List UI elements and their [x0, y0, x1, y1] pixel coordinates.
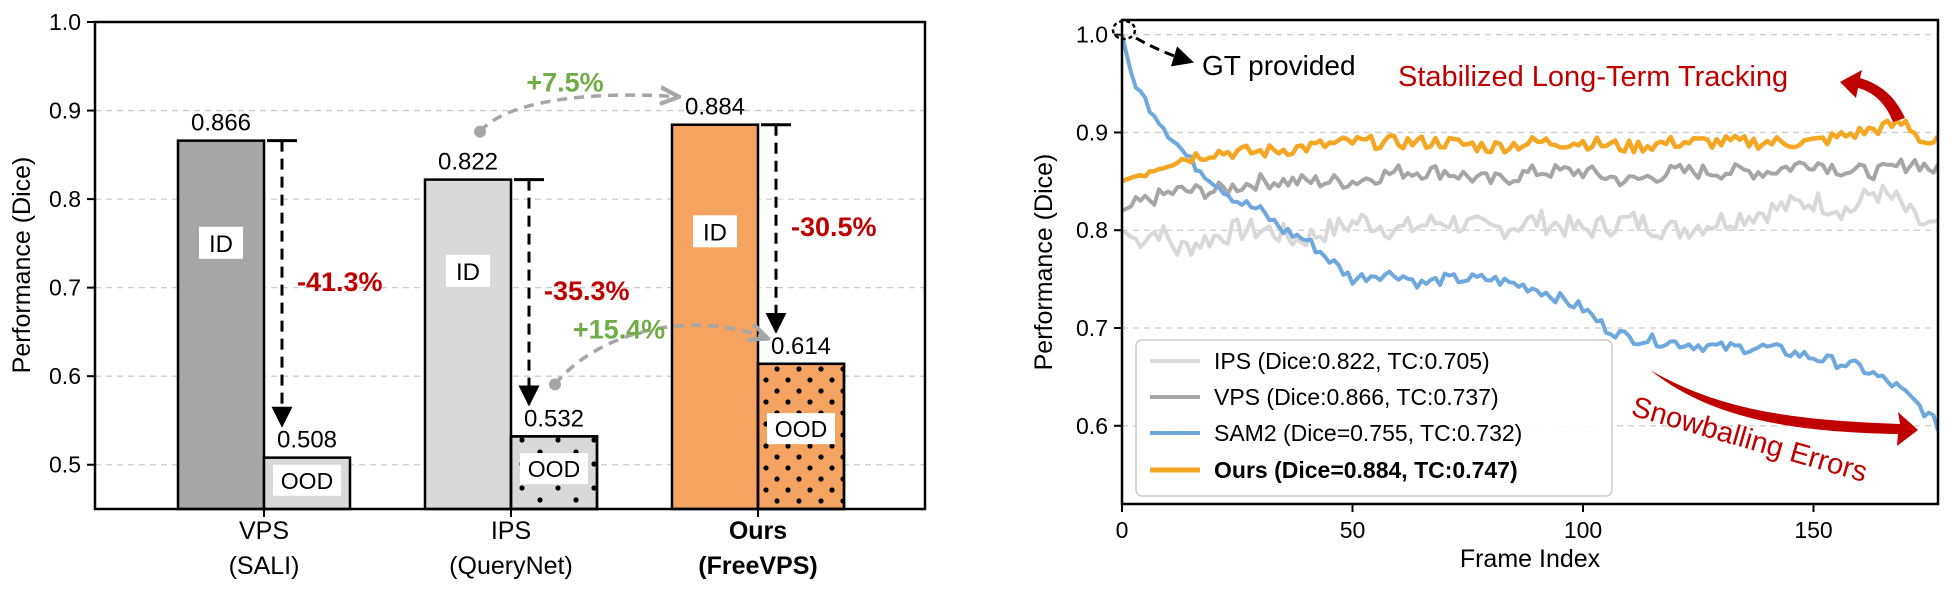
bar-series	[176, 123, 846, 511]
bar-chart: ID OOD 0.866 0.508 -41.3% VPS (SALI) ID OOD 0.822…	[8, 9, 927, 580]
snowball-label: Snowballing Errors	[1628, 391, 1871, 489]
bar-x-label-line1: VPS	[239, 517, 289, 545]
bar-x-label-line1: IPS	[491, 517, 531, 545]
bar-id-text: ID	[456, 259, 480, 286]
drop-percent-label: -30.5%	[791, 212, 877, 242]
bar-id-value-label: 0.884	[685, 94, 745, 121]
bar-y-tick-label: 0.8	[49, 186, 81, 212]
line-y-tick-label: 0.8	[1076, 217, 1108, 243]
bar-ood-text: OOD	[528, 456, 580, 482]
drop-percent-label: -41.3%	[297, 267, 383, 297]
line-plot-frame	[1120, 18, 1940, 506]
legend-item-vps: VPS (Dice:0.866, TC:0.737)	[1214, 384, 1499, 410]
gt-marker	[1111, 19, 1137, 41]
bar-ood-value-label: 0.614	[771, 333, 831, 360]
bar-y-tick-label: 0.9	[49, 98, 81, 124]
legend: IPS (Dice:0.822, TC:0.705) VPS (Dice:0.8…	[1135, 339, 1613, 497]
series-line-vps	[1122, 157, 1938, 213]
bar-id-textbox	[199, 226, 243, 259]
bar-id-value-label: 0.822	[438, 149, 498, 176]
line-y-tick-label: 0.6	[1076, 413, 1108, 439]
line-y-axis-label: Performance (Dice)	[1030, 154, 1058, 371]
line-y-axis: 0.6 0.7 0.8 0.9 1.0	[1076, 22, 1122, 439]
series-line-ours	[1122, 117, 1938, 184]
bar-y-tick-label: 0.7	[49, 275, 81, 301]
bar-id-text: ID	[703, 219, 727, 246]
bar-id-vps	[176, 139, 266, 511]
bar-y-axis-label: Performance (Dice)	[8, 157, 36, 374]
line-x-tick-label: 50	[1340, 517, 1366, 543]
legend-item-ips: IPS (Dice:0.822, TC:0.705)	[1214, 348, 1490, 374]
bar-id-textbox	[693, 215, 737, 248]
bar-y-tick-label: 0.5	[49, 452, 81, 478]
line-x-tick-label: 150	[1794, 517, 1832, 543]
line-chart: 0 50 100 150 0.6 0.7 0.8 0.9 1.0 Frame Index Pe…	[1030, 18, 1940, 573]
gain-label-ood: +15.4%	[573, 314, 665, 344]
bar-id-value-label: 0.866	[191, 110, 251, 137]
bar-y-tick-label: 0.6	[49, 363, 81, 389]
series-line-ips	[1122, 183, 1938, 257]
bar-annotations: ID OOD 0.866 0.508 -41.3% VPS (SALI) ID OOD 0.822…	[191, 68, 877, 580]
bar-x-label-line2: (SALI)	[229, 552, 300, 580]
line-x-axis-label: Frame Index	[1460, 545, 1601, 573]
bar-id-ours	[670, 123, 760, 511]
series-line-sam2	[1122, 34, 1938, 431]
bar-id-textbox	[446, 254, 490, 287]
bar-id-text: ID	[209, 231, 233, 258]
bar-y-tick-label: 1.0	[49, 9, 81, 35]
drop-percent-label: -35.3%	[544, 276, 630, 306]
bar-ood-textbox	[520, 453, 588, 485]
bar-x-label-line2: (QueryNet)	[449, 552, 573, 580]
line-series	[1122, 34, 1938, 431]
bar-ood-textbox	[767, 413, 835, 445]
bar-x-label-line1: Ours	[729, 517, 787, 545]
line-x-tick-label: 100	[1564, 517, 1602, 543]
line-x-tick-label: 0	[1116, 517, 1129, 543]
stabilized-arrow	[1840, 70, 1905, 122]
bar-ood-value-label: 0.532	[524, 405, 584, 432]
bar-ood-textbox	[273, 464, 341, 496]
bar-ood-text: OOD	[281, 468, 333, 494]
bar-ood-text: OOD	[775, 416, 827, 442]
line-y-tick-label: 1.0	[1076, 22, 1108, 48]
line-y-tick-label: 0.9	[1076, 119, 1108, 145]
line-x-axis: 0 50 100 150	[1116, 504, 1833, 543]
legend-item-ours: Ours (Dice=0.884, TC:0.747)	[1214, 457, 1518, 483]
snowball-arrow	[1650, 370, 1918, 446]
gt-provided-label: GT provided	[1202, 50, 1356, 81]
gain-label-id: +7.5%	[526, 68, 603, 98]
gain-arrow-ood	[553, 325, 766, 386]
line-y-tick-label: 0.7	[1076, 315, 1108, 341]
legend-box	[1135, 339, 1613, 497]
bar-ood-value-label: 0.508	[277, 427, 337, 454]
bar-plot-frame	[93, 20, 927, 511]
gain-arrow-id	[478, 95, 677, 133]
bar-y-axis: 0.5 0.6 0.7 0.8 0.9 1.0	[49, 9, 95, 478]
gt-arrow	[1135, 36, 1195, 67]
bar-x-label-line2: (FreeVPS)	[698, 552, 817, 580]
stabilized-label: Stabilized Long-Term Tracking	[1398, 61, 1788, 93]
bar-id-ips	[423, 178, 513, 511]
legend-item-sam2: SAM2 (Dice=0.755, TC:0.732)	[1214, 420, 1522, 446]
